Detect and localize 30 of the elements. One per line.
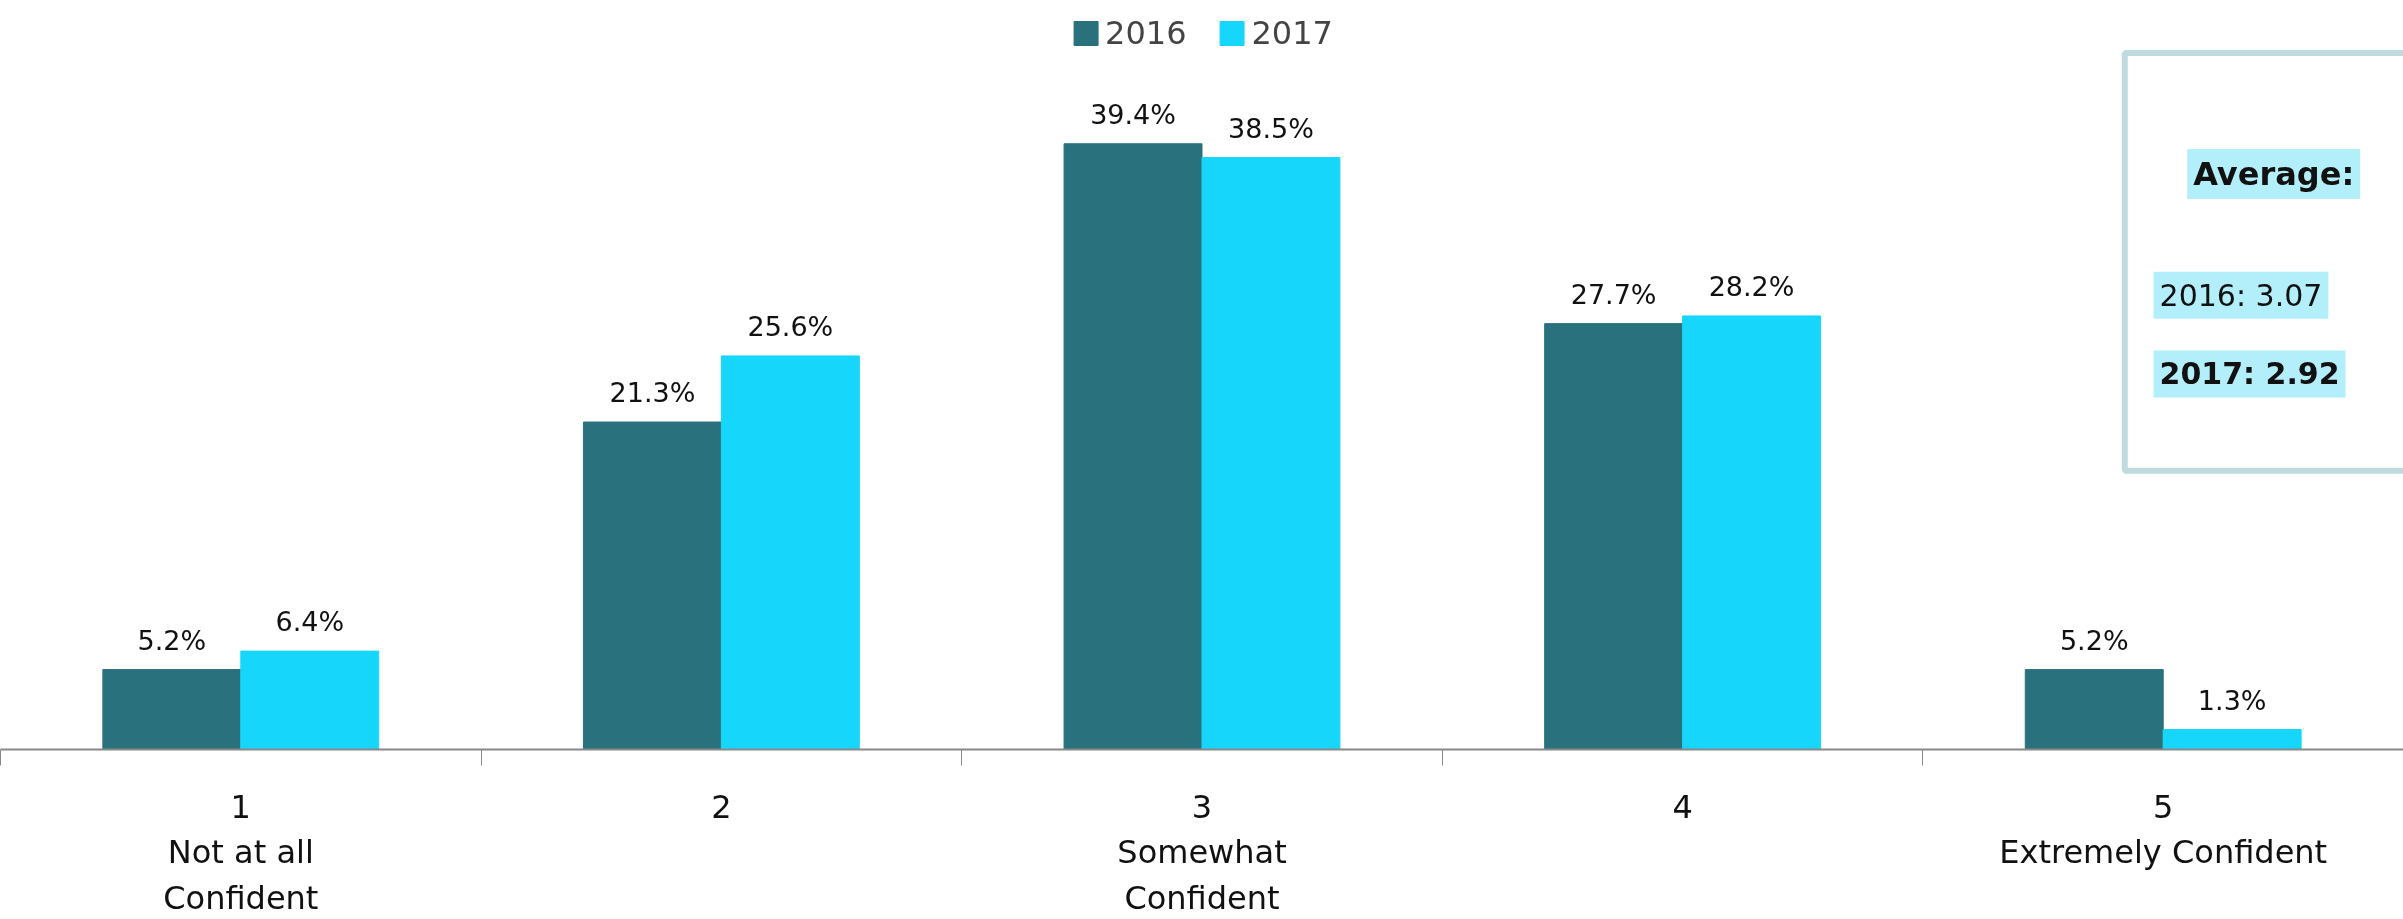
data-label: 39.4% xyxy=(1090,98,1176,130)
data-label: 28.2% xyxy=(1708,270,1795,302)
data-label: 5.2% xyxy=(137,624,207,656)
bar xyxy=(1063,143,1203,750)
data-label: 27.7% xyxy=(1570,278,1657,310)
data-label: 38.5% xyxy=(1228,112,1314,144)
annotation: 2017: 2.92 xyxy=(2159,356,2340,392)
data-label: 6.4% xyxy=(275,606,345,638)
bar xyxy=(1201,157,1341,750)
annotation: Average: xyxy=(2193,155,2355,194)
x-tick-label: 2 xyxy=(711,787,732,826)
bar xyxy=(1544,323,1684,750)
bar xyxy=(2024,669,2164,750)
x-tick-label: 5 Extremely Confident xyxy=(1999,787,2328,872)
x-tick-label: 1 Not at all Confident xyxy=(163,787,319,917)
bar xyxy=(720,355,860,750)
data-label: 5.2% xyxy=(2059,624,2129,656)
annotation: 2016: 3.07 xyxy=(2159,277,2323,313)
legend-label: 2016 xyxy=(1105,14,1187,52)
bar xyxy=(582,421,722,750)
legend-label: 2017 xyxy=(1251,14,1333,52)
data-label: 21.3% xyxy=(609,377,696,409)
bar xyxy=(1682,315,1822,750)
x-tick-label: 4 xyxy=(1672,787,1693,826)
data-label: 25.6% xyxy=(747,310,834,342)
bar xyxy=(102,669,242,750)
x-tick-label: 3 Somewhat Confident xyxy=(1117,787,1287,917)
bar xyxy=(2162,729,2302,750)
data-label: 1.3% xyxy=(2197,684,2267,716)
bar xyxy=(240,650,380,750)
